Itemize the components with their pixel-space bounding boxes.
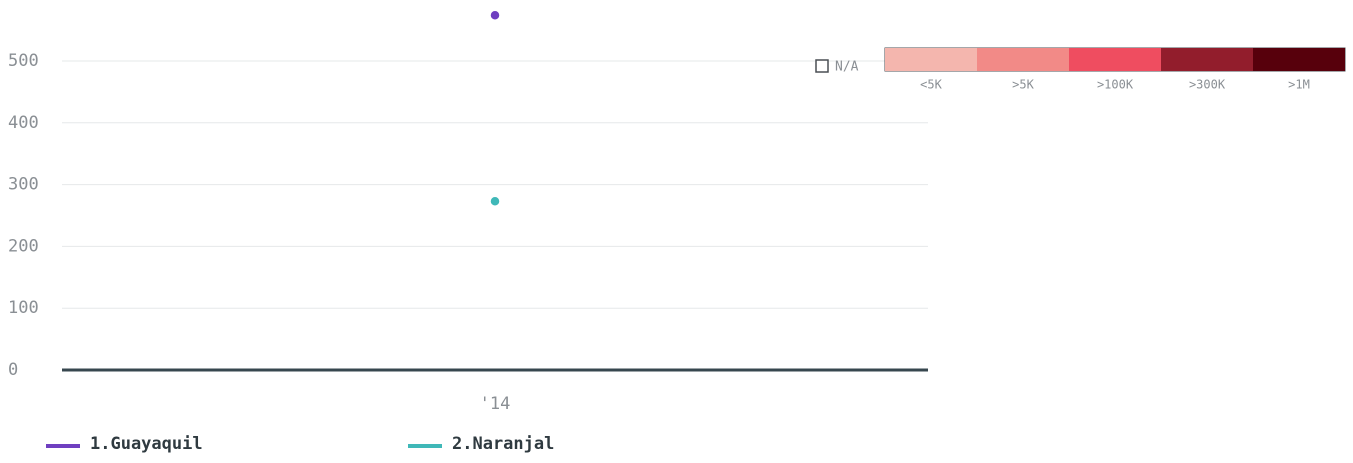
scale-label: >100K (1097, 78, 1134, 92)
y-tick-label: 100 (8, 298, 39, 318)
data-point (489, 9, 501, 22)
legend-label: 1.Guayaquil (90, 434, 203, 454)
data-point (489, 195, 501, 208)
na-swatch (815, 59, 829, 73)
scale-swatch (977, 48, 1069, 71)
y-tick-label: 300 (8, 175, 39, 195)
x-tick-label: '14 (480, 394, 511, 414)
y-tick-label: 500 (8, 51, 39, 71)
na-label: N/A (835, 60, 859, 75)
scale-swatch (885, 48, 977, 71)
scale-label: >5K (1012, 78, 1034, 92)
scale-label: >300K (1189, 78, 1226, 92)
legend-label: 2.Naranjal (452, 434, 554, 454)
scale-swatch (1161, 48, 1253, 71)
y-tick-label: 200 (8, 236, 39, 256)
scale-label: >1M (1288, 78, 1310, 92)
scale-swatch (1069, 48, 1161, 71)
y-tick-label: 0 (8, 360, 18, 380)
scale-label: <5K (920, 78, 942, 92)
scale-swatch (1253, 48, 1345, 71)
y-tick-label: 400 (8, 113, 39, 133)
